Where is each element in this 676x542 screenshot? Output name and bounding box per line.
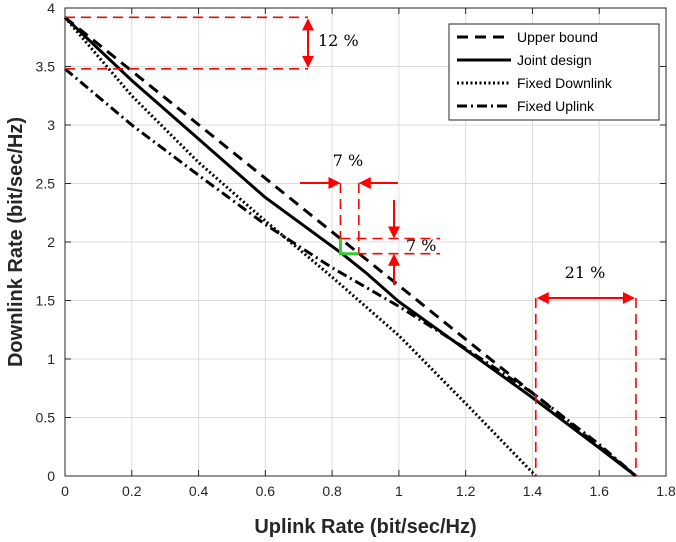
x-tick-label: 1.2 — [456, 483, 476, 499]
x-tick-label: 0.8 — [322, 483, 342, 499]
legend-label: Upper bound — [517, 29, 598, 45]
y-tick-label: 1 — [47, 351, 55, 367]
x-tick-label: 1.8 — [656, 483, 676, 499]
x-tick-label: 1 — [395, 483, 403, 499]
y-tick-label: 1.5 — [36, 293, 56, 309]
y-axis-label: Downlink Rate (bit/sec/Hz) — [5, 117, 27, 367]
legend-label: Joint design — [517, 52, 592, 68]
ticks: 0 0.2 0.4 0.6 0.8 1 1.2 1.4 1.6 1.8 0 0.5 1 1.5 2 2.5 3 3… — [36, 0, 676, 499]
annotation-label-ann-7-right: 7 % — [406, 236, 436, 255]
arrow-7h-head-right — [328, 177, 341, 189]
y-tick-label: 3.5 — [36, 59, 56, 75]
series-line-upper-bound — [64, 16, 637, 478]
series-layer — [63, 16, 637, 478]
arrow-21-head-left — [536, 292, 549, 304]
arrow-12-head-down — [302, 55, 314, 68]
x-tick-label: 1.4 — [523, 483, 543, 499]
series-line-joint-design — [63, 16, 637, 478]
series-line-fixed-uplink — [64, 67, 637, 478]
annotation-label-ann-21: 21 % — [565, 263, 606, 282]
arrow-7v-head-down — [388, 226, 400, 239]
x-tick-label: 0.4 — [189, 483, 209, 499]
x-tick-label: 1.6 — [589, 483, 609, 499]
arrow-21-head-right — [622, 292, 635, 304]
y-tick-label: 0.5 — [36, 410, 56, 426]
y-tick-label: 0 — [47, 468, 55, 484]
x-tick-label: 0.2 — [122, 483, 142, 499]
annotation-label-ann-7-top: 7 % — [333, 151, 363, 170]
arrow-7v-head-up — [388, 253, 400, 266]
y-tick-label: 2 — [47, 234, 55, 250]
legend-box — [448, 23, 660, 121]
annotations-layer: 12 % 7 % 7 % 21 % — [65, 16, 637, 476]
y-tick-label: 2.5 — [36, 176, 56, 192]
arrow-7h-head-left — [358, 177, 371, 189]
y-tick-label: 3 — [47, 117, 55, 133]
highlight-corner — [338, 238, 359, 256]
annotation-label-ann-12: 12 % — [318, 31, 359, 50]
legend-label: Fixed Uplink — [517, 98, 595, 114]
y-tick-label: 4 — [47, 0, 55, 16]
arrow-12-head-up — [302, 18, 314, 31]
legend-label: Fixed Downlink — [517, 75, 613, 91]
x-tick-label: 0.6 — [256, 483, 276, 499]
legend: Upper bound Joint design Fixed Downlink Fix… — [448, 23, 660, 121]
series-line-fixed-downlink — [63, 16, 537, 478]
x-tick-label: 0 — [61, 483, 69, 499]
x-axis-label: Uplink Rate (bit/sec/Hz) — [254, 516, 476, 538]
